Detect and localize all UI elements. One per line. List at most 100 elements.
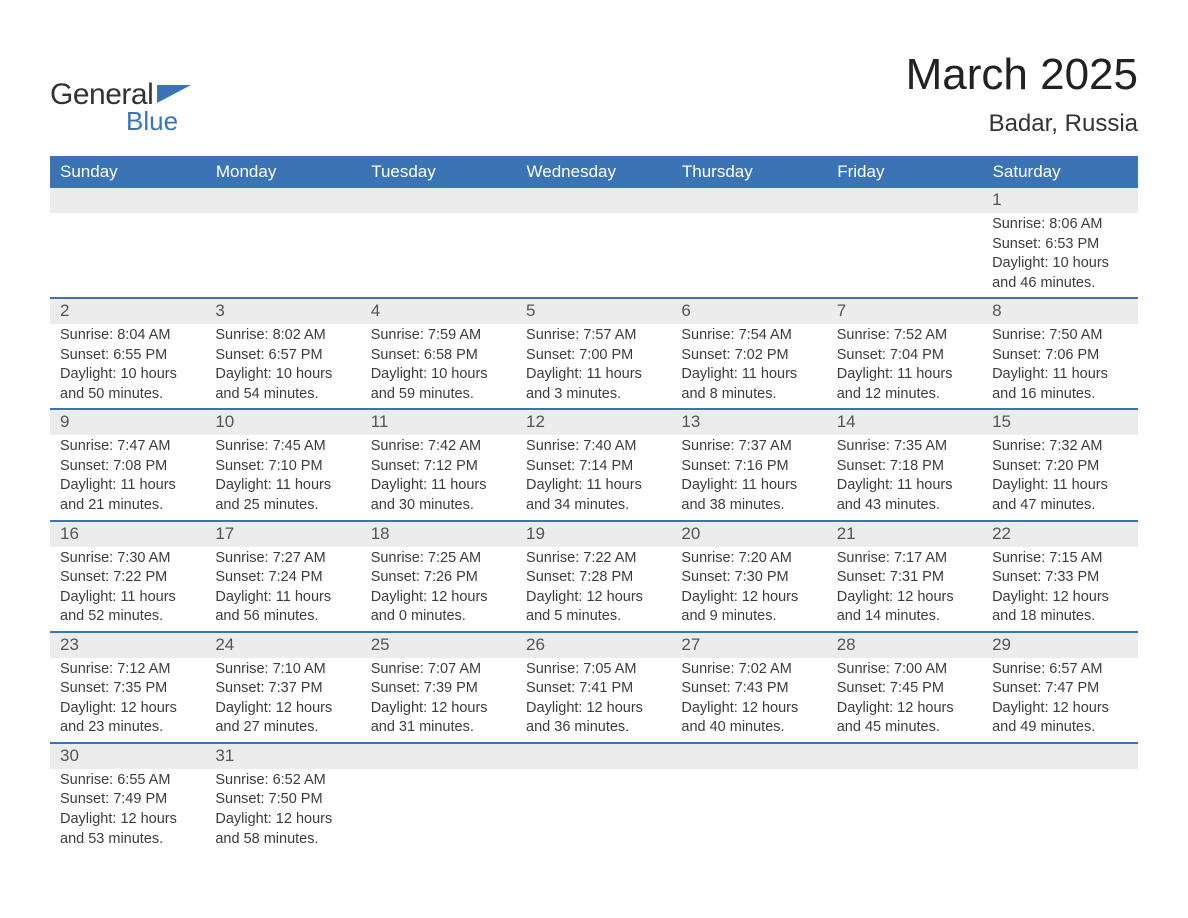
sunset-text: Sunset: 7:37 PM xyxy=(215,679,350,699)
sunset-text: Sunset: 7:41 PM xyxy=(526,679,661,699)
detail-cell: Sunrise: 7:42 AMSunset: 7:12 PMDaylight:… xyxy=(361,435,516,520)
detail-row: Sunrise: 6:55 AMSunset: 7:49 PMDaylight:… xyxy=(50,769,1138,853)
daylight-text: Daylight: 11 hours and 56 minutes. xyxy=(215,588,350,627)
detail-cell xyxy=(50,213,205,298)
daylight-text: Daylight: 12 hours and 5 minutes. xyxy=(526,588,661,627)
sunrise-text: Sunrise: 7:35 AM xyxy=(837,437,972,457)
daynum-cell: 23 xyxy=(50,632,205,658)
detail-cell: Sunrise: 7:37 AMSunset: 7:16 PMDaylight:… xyxy=(671,435,826,520)
detail-cell: Sunrise: 8:02 AMSunset: 6:57 PMDaylight:… xyxy=(205,324,360,409)
sunrise-text: Sunrise: 6:57 AM xyxy=(992,660,1127,680)
sunset-text: Sunset: 7:30 PM xyxy=(681,568,816,588)
daynum-cell xyxy=(671,743,826,769)
weekday-header: Thursday xyxy=(671,156,826,188)
daynum-cell: 21 xyxy=(827,521,982,547)
daynum-cell xyxy=(827,743,982,769)
daynum-cell: 12 xyxy=(516,409,671,435)
daynum-row: 1 xyxy=(50,188,1138,213)
day-number: 26 xyxy=(516,633,671,658)
sunrise-text: Sunrise: 7:00 AM xyxy=(837,660,972,680)
daynum-cell: 10 xyxy=(205,409,360,435)
detail-cell: Sunrise: 7:12 AMSunset: 7:35 PMDaylight:… xyxy=(50,658,205,743)
daylight-text: Daylight: 12 hours and 31 minutes. xyxy=(371,699,506,738)
detail-cell: Sunrise: 8:06 AMSunset: 6:53 PMDaylight:… xyxy=(982,213,1137,298)
logo: General Blue xyxy=(50,78,191,137)
sunset-text: Sunset: 6:53 PM xyxy=(992,235,1127,255)
daynum-cell: 25 xyxy=(361,632,516,658)
sunset-text: Sunset: 7:14 PM xyxy=(526,457,661,477)
detail-cell xyxy=(516,213,671,298)
daynum-row: 9101112131415 xyxy=(50,409,1138,435)
daynum-cell: 18 xyxy=(361,521,516,547)
daylight-text: Daylight: 12 hours and 40 minutes. xyxy=(681,699,816,738)
daynum-row: 16171819202122 xyxy=(50,521,1138,547)
detail-cell: Sunrise: 7:00 AMSunset: 7:45 PMDaylight:… xyxy=(827,658,982,743)
sunset-text: Sunset: 7:26 PM xyxy=(371,568,506,588)
detail-cell xyxy=(671,213,826,298)
detail-cell: Sunrise: 7:20 AMSunset: 7:30 PMDaylight:… xyxy=(671,547,826,632)
detail-cell: Sunrise: 7:17 AMSunset: 7:31 PMDaylight:… xyxy=(827,547,982,632)
calendar-table: Sunday Monday Tuesday Wednesday Thursday… xyxy=(50,156,1138,853)
detail-cell: Sunrise: 7:02 AMSunset: 7:43 PMDaylight:… xyxy=(671,658,826,743)
sunset-text: Sunset: 7:06 PM xyxy=(992,346,1127,366)
day-number: 15 xyxy=(982,410,1137,435)
detail-cell xyxy=(982,769,1137,853)
sunrise-text: Sunrise: 7:05 AM xyxy=(526,660,661,680)
daynum-cell xyxy=(671,188,826,213)
daynum-cell: 2 xyxy=(50,298,205,324)
sunrise-text: Sunrise: 7:59 AM xyxy=(371,326,506,346)
daynum-cell: 17 xyxy=(205,521,360,547)
daylight-text: Daylight: 12 hours and 45 minutes. xyxy=(837,699,972,738)
detail-cell: Sunrise: 8:04 AMSunset: 6:55 PMDaylight:… xyxy=(50,324,205,409)
sunrise-text: Sunrise: 7:42 AM xyxy=(371,437,506,457)
daylight-text: Daylight: 12 hours and 14 minutes. xyxy=(837,588,972,627)
daynum-cell xyxy=(516,743,671,769)
detail-cell: Sunrise: 7:54 AMSunset: 7:02 PMDaylight:… xyxy=(671,324,826,409)
daynum-cell: 5 xyxy=(516,298,671,324)
daylight-text: Daylight: 12 hours and 0 minutes. xyxy=(371,588,506,627)
detail-cell: Sunrise: 7:40 AMSunset: 7:14 PMDaylight:… xyxy=(516,435,671,520)
daylight-text: Daylight: 11 hours and 30 minutes. xyxy=(371,476,506,515)
daynum-cell: 1 xyxy=(982,188,1137,213)
sunset-text: Sunset: 7:02 PM xyxy=(681,346,816,366)
day-number: 6 xyxy=(671,299,826,324)
detail-row: Sunrise: 7:30 AMSunset: 7:22 PMDaylight:… xyxy=(50,547,1138,632)
sunrise-text: Sunrise: 7:12 AM xyxy=(60,660,195,680)
logo-text-blue: Blue xyxy=(126,106,191,137)
sunset-text: Sunset: 7:43 PM xyxy=(681,679,816,699)
day-number: 16 xyxy=(50,522,205,547)
detail-cell xyxy=(827,213,982,298)
daynum-cell: 31 xyxy=(205,743,360,769)
detail-cell: Sunrise: 7:05 AMSunset: 7:41 PMDaylight:… xyxy=(516,658,671,743)
detail-cell: Sunrise: 7:50 AMSunset: 7:06 PMDaylight:… xyxy=(982,324,1137,409)
sunset-text: Sunset: 7:16 PM xyxy=(681,457,816,477)
sunrise-text: Sunrise: 7:37 AM xyxy=(681,437,816,457)
daynum-cell: 8 xyxy=(982,298,1137,324)
day-number: 19 xyxy=(516,522,671,547)
day-number: 28 xyxy=(827,633,982,658)
day-number: 4 xyxy=(361,299,516,324)
daynum-cell: 4 xyxy=(361,298,516,324)
daylight-text: Daylight: 12 hours and 36 minutes. xyxy=(526,699,661,738)
day-number: 7 xyxy=(827,299,982,324)
daynum-row: 3031 xyxy=(50,743,1138,769)
weekday-header: Sunday xyxy=(50,156,205,188)
sunset-text: Sunset: 7:20 PM xyxy=(992,457,1127,477)
daylight-text: Daylight: 12 hours and 9 minutes. xyxy=(681,588,816,627)
day-number: 10 xyxy=(205,410,360,435)
daylight-text: Daylight: 12 hours and 27 minutes. xyxy=(215,699,350,738)
detail-cell: Sunrise: 6:52 AMSunset: 7:50 PMDaylight:… xyxy=(205,769,360,853)
daynum-cell: 29 xyxy=(982,632,1137,658)
detail-cell xyxy=(516,769,671,853)
sunset-text: Sunset: 7:28 PM xyxy=(526,568,661,588)
day-number: 8 xyxy=(982,299,1137,324)
sunrise-text: Sunrise: 7:27 AM xyxy=(215,549,350,569)
daynum-cell: 3 xyxy=(205,298,360,324)
daynum-cell xyxy=(205,188,360,213)
weekday-header: Monday xyxy=(205,156,360,188)
sunrise-text: Sunrise: 7:40 AM xyxy=(526,437,661,457)
detail-cell: Sunrise: 7:52 AMSunset: 7:04 PMDaylight:… xyxy=(827,324,982,409)
day-number: 27 xyxy=(671,633,826,658)
detail-cell: Sunrise: 6:55 AMSunset: 7:49 PMDaylight:… xyxy=(50,769,205,853)
day-number: 5 xyxy=(516,299,671,324)
